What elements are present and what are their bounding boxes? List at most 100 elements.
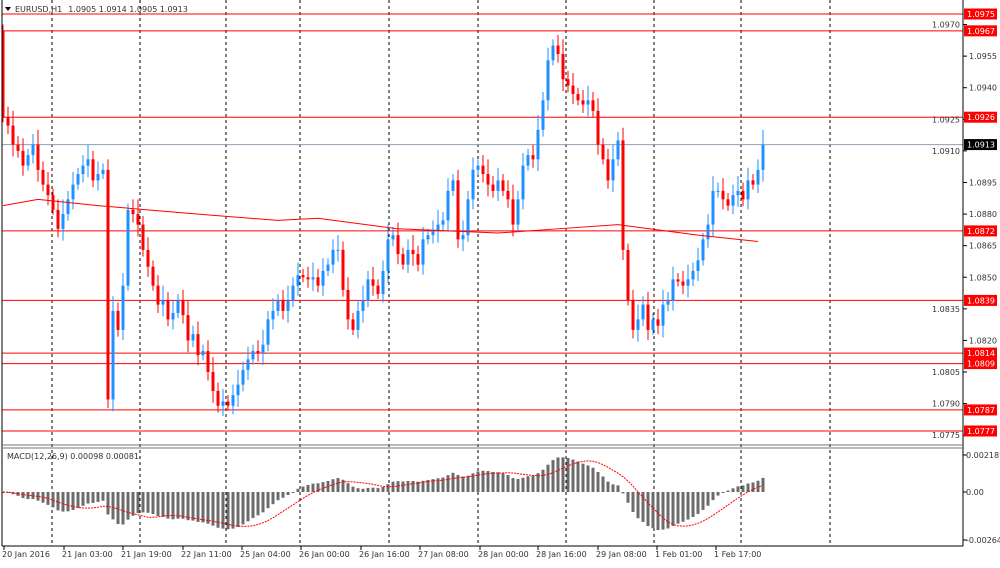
macd-bar (462, 477, 465, 492)
candle (652, 319, 655, 330)
macd-bar (667, 492, 670, 528)
macd-bar (562, 457, 565, 492)
macd-bar (467, 476, 470, 492)
macd-bar (187, 492, 190, 520)
candle (372, 279, 375, 285)
macd-bar (752, 482, 755, 492)
x-tick-label: 21 Jan 03:00 (62, 550, 113, 559)
candle (452, 180, 455, 191)
macd-bar (542, 470, 545, 492)
candle (712, 191, 715, 225)
macd-bar (112, 492, 115, 519)
candle (377, 286, 380, 294)
candle (587, 100, 590, 104)
y-tick-label: 1.0835 (932, 305, 960, 314)
macd-bar (502, 473, 505, 492)
candle (617, 140, 620, 159)
candle (672, 279, 675, 300)
macd-bar (387, 484, 390, 492)
macd-bar (612, 484, 615, 492)
candle (122, 286, 125, 330)
macd-bar (142, 492, 145, 512)
y-tick-label: 1.0820 (969, 336, 997, 345)
macd-tick-label: -0.00264 (966, 536, 1000, 545)
macd-bar (512, 478, 515, 492)
candle (547, 60, 550, 100)
candle (567, 79, 570, 85)
macd-tick-label: 0.00218 (966, 451, 999, 460)
candle (527, 155, 530, 166)
candle (147, 250, 150, 267)
candle (262, 345, 265, 353)
candle (422, 239, 425, 264)
candle (502, 180, 505, 191)
y-tick-label: 1.0970 (932, 21, 960, 30)
candle (762, 145, 765, 170)
macd-bar (77, 492, 80, 508)
candle (52, 195, 55, 210)
macd-bar (97, 492, 100, 502)
candle (212, 372, 215, 391)
macd-bar (197, 492, 200, 522)
candle (157, 286, 160, 305)
y-tick-label: 1.0910 (932, 147, 960, 156)
macd-bar (527, 476, 530, 492)
candle (152, 267, 155, 286)
candle (207, 351, 210, 372)
macd-bar (352, 487, 355, 492)
macd-bar (372, 488, 375, 492)
macd-bar (577, 462, 580, 492)
candle (197, 334, 200, 355)
macd-bar (567, 458, 570, 492)
candle (257, 351, 260, 353)
symbol-label: EURUSD,H1 (15, 5, 62, 14)
macd-bar (262, 492, 265, 512)
candle (77, 174, 80, 185)
candle (87, 159, 90, 165)
chart-header: EURUSD,H1 1.0905 1.0914 1.0905 1.0913 (5, 5, 188, 14)
candle (592, 100, 595, 111)
macd-bar (402, 482, 405, 492)
candle (12, 126, 15, 145)
candle (537, 130, 540, 159)
candle (167, 300, 170, 319)
x-tick-label: 29 Jan 08:00 (596, 550, 647, 559)
level-label: 1.0967 (967, 27, 995, 36)
candle (442, 220, 445, 224)
candle (282, 300, 285, 311)
macd-bar (367, 488, 370, 492)
candle (487, 174, 490, 185)
candle (542, 100, 545, 129)
candle (457, 180, 460, 239)
level-label: 1.0777 (967, 427, 995, 436)
macd-bar (382, 487, 385, 492)
dropdown-triangle-icon[interactable] (5, 7, 11, 11)
macd-bar (272, 492, 275, 504)
candle (142, 225, 145, 250)
candle (347, 290, 350, 319)
candle (227, 402, 230, 406)
macd-bar (487, 471, 490, 492)
candle (137, 214, 140, 225)
candle (237, 385, 240, 396)
macd-bar (252, 492, 255, 518)
macd-bar (167, 492, 170, 519)
candle (97, 174, 100, 180)
candle (612, 159, 615, 180)
candle (247, 359, 250, 370)
x-tick-label: 21 Jan 19:00 (121, 550, 172, 559)
candle (392, 235, 395, 239)
candle (202, 351, 205, 355)
candle (462, 235, 465, 239)
macd-bar (127, 492, 130, 520)
level-label: 1.0809 (967, 360, 995, 369)
macd-bar (582, 464, 585, 492)
candle (337, 250, 340, 251)
macd-bar (647, 492, 650, 526)
macd-bar (92, 492, 95, 503)
macd-bar (637, 492, 640, 518)
macd-bar (632, 492, 635, 512)
macd-bar (297, 489, 300, 492)
